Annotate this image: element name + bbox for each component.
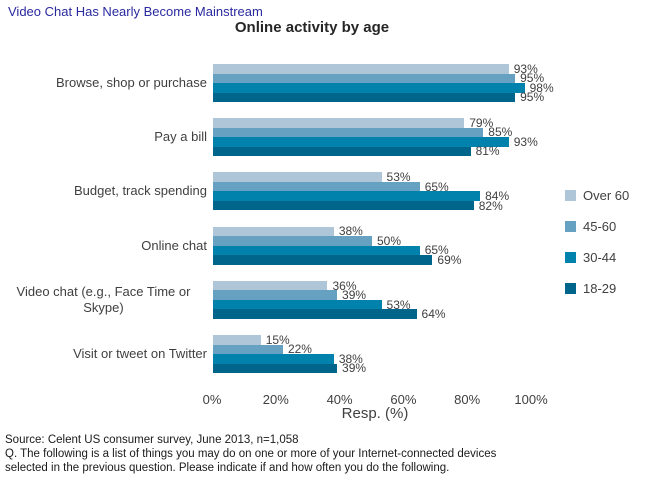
bar-45-60: [213, 73, 516, 83]
bar-18-29: [213, 92, 516, 102]
category-label: Visit or tweet on Twitter: [73, 345, 207, 361]
category-label: Budget, track spending: [74, 183, 207, 199]
chart-title: Online activity by age: [234, 19, 390, 36]
value-label: 95%: [520, 90, 545, 105]
value-label: 38%: [338, 224, 363, 239]
x-axis-tick: 100%: [514, 392, 548, 407]
bar-over-60: [213, 280, 328, 291]
legend-item-18-29: 18-29: [565, 280, 617, 296]
bar-45-60: [213, 344, 283, 354]
bar-over-60: [213, 172, 382, 182]
legend-item-30-44: 30-44: [565, 249, 617, 265]
bar-45-60: [213, 236, 372, 246]
bar-30-44: [213, 245, 420, 256]
bar-30-44: [213, 137, 509, 147]
bar-over-60: [213, 226, 334, 237]
value-label: 95%: [520, 71, 545, 86]
value-label: 84%: [485, 189, 510, 204]
legend-label: Over 60: [583, 187, 630, 203]
legend-swatch: [565, 282, 576, 294]
footer-question-line-2: selected in the previous question. Pleas…: [5, 462, 450, 474]
value-label: 39%: [342, 288, 367, 303]
bar-18-29: [213, 309, 417, 319]
legend-item-over-60: Over 60: [565, 187, 630, 203]
x-axis-tick: 60%: [390, 392, 417, 407]
value-label: 85%: [488, 125, 513, 140]
x-axis-label: Resp. (%): [341, 405, 409, 422]
bar-30-44: [213, 83, 525, 93]
value-label: 53%: [386, 170, 411, 185]
value-label: 82%: [478, 198, 503, 213]
value-label: 22%: [287, 342, 312, 357]
legend-swatch: [565, 220, 576, 232]
bar-45-60: [213, 290, 338, 300]
bar-over-60: [213, 118, 465, 128]
bar-30-44: [213, 299, 382, 310]
category-label: Pay a bill: [154, 129, 207, 145]
bar-18-29: [213, 255, 433, 265]
footer-question-line-1: Q. The following is a list of things you…: [5, 448, 497, 460]
value-label: 93%: [513, 134, 538, 149]
x-axis-tick: 40%: [326, 392, 353, 407]
x-axis-tick: 80%: [454, 392, 481, 407]
category-label: Online chat: [141, 237, 207, 253]
value-label: 39%: [342, 361, 367, 376]
legend-label: 18-29: [583, 280, 617, 296]
legend-label: 30-44: [583, 249, 617, 265]
x-axis-tick: 20%: [262, 392, 289, 407]
value-label: 69%: [437, 252, 462, 267]
value-label: 65%: [424, 179, 449, 194]
bar-45-60: [213, 127, 484, 138]
bar-45-60: [213, 181, 420, 192]
value-label: 53%: [386, 297, 411, 312]
legend-swatch: [565, 251, 576, 263]
value-label: 36%: [332, 278, 357, 293]
bar-30-44: [213, 354, 334, 364]
value-label: 65%: [424, 243, 449, 258]
bar-over-60: [213, 335, 261, 345]
legend-label: 45-60: [583, 218, 617, 234]
x-axis-tick: 0%: [202, 392, 222, 407]
value-label: 38%: [338, 351, 363, 366]
bar-18-29: [213, 363, 338, 373]
value-label: 81%: [475, 144, 500, 159]
bar-30-44: [213, 191, 481, 201]
value-label: 64%: [421, 307, 446, 322]
value-label: 98%: [529, 80, 554, 95]
headline: Video Chat Has Nearly Become Mainstream: [8, 4, 263, 19]
bar-18-29: [213, 146, 471, 157]
category-label: Browse, shop or purchase: [55, 74, 207, 90]
legend-item-45-60: 45-60: [565, 218, 617, 234]
value-label: 15%: [265, 332, 290, 347]
bar-18-29: [213, 200, 474, 211]
bar-over-60: [213, 64, 509, 74]
value-label: 93%: [513, 61, 538, 76]
value-label: 79%: [469, 115, 494, 130]
footer: Source: Celent US consumer survey, June …: [5, 433, 565, 475]
footer-source: Source: Celent US consumer survey, June …: [5, 434, 299, 446]
legend-swatch: [565, 189, 576, 201]
value-label: 50%: [377, 233, 402, 248]
category-label: Video chat (e.g., Face Time or Skype): [16, 283, 191, 315]
